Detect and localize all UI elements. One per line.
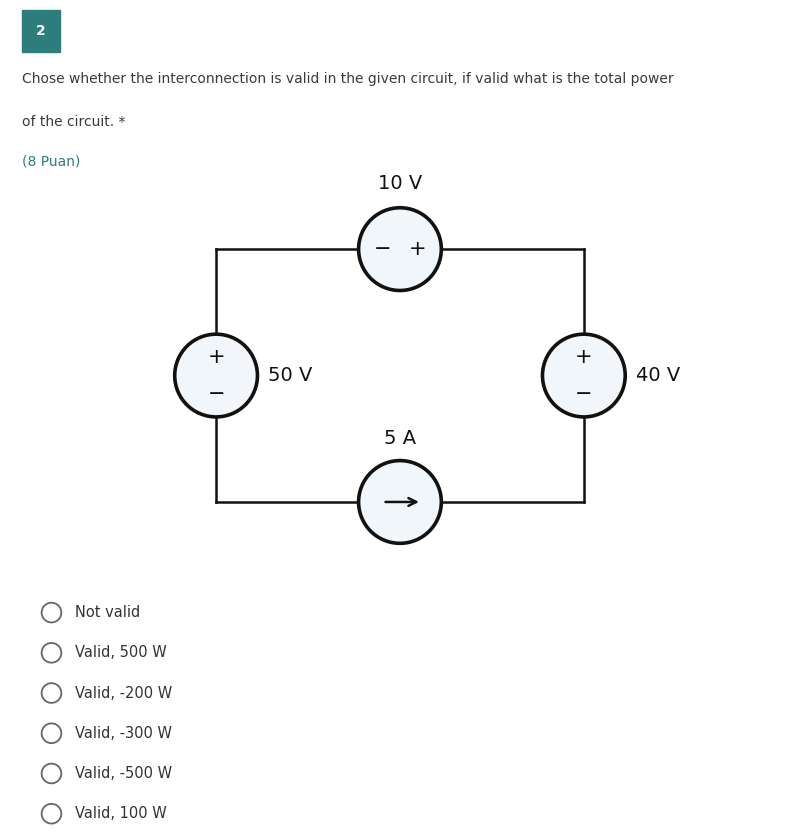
Text: Not valid: Not valid (75, 605, 140, 620)
Text: Valid, 500 W: Valid, 500 W (75, 645, 167, 660)
Text: −: − (575, 384, 592, 404)
Text: +: + (409, 239, 426, 259)
Text: Valid, -300 W: Valid, -300 W (75, 726, 172, 741)
Circle shape (175, 334, 257, 417)
Text: −: − (374, 239, 391, 259)
Text: −: − (208, 384, 225, 404)
Text: of the circuit. *: of the circuit. * (22, 115, 126, 129)
Text: Valid, 100 W: Valid, 100 W (75, 806, 167, 821)
Text: +: + (208, 347, 225, 367)
Circle shape (359, 208, 441, 291)
Text: 50 V: 50 V (268, 366, 312, 385)
Circle shape (359, 461, 441, 543)
Text: 10 V: 10 V (378, 174, 422, 194)
Text: 40 V: 40 V (635, 366, 680, 385)
Text: 2: 2 (36, 24, 46, 38)
Bar (22, 10, 60, 52)
Text: Valid, -500 W: Valid, -500 W (75, 766, 173, 781)
Text: 5 A: 5 A (384, 429, 416, 448)
Text: +: + (575, 347, 592, 367)
Text: (8 Puan): (8 Puan) (22, 154, 81, 168)
Circle shape (543, 334, 625, 417)
Text: Chose whether the interconnection is valid in the given circuit, if valid what i: Chose whether the interconnection is val… (22, 72, 674, 86)
Text: Valid, -200 W: Valid, -200 W (75, 685, 173, 701)
